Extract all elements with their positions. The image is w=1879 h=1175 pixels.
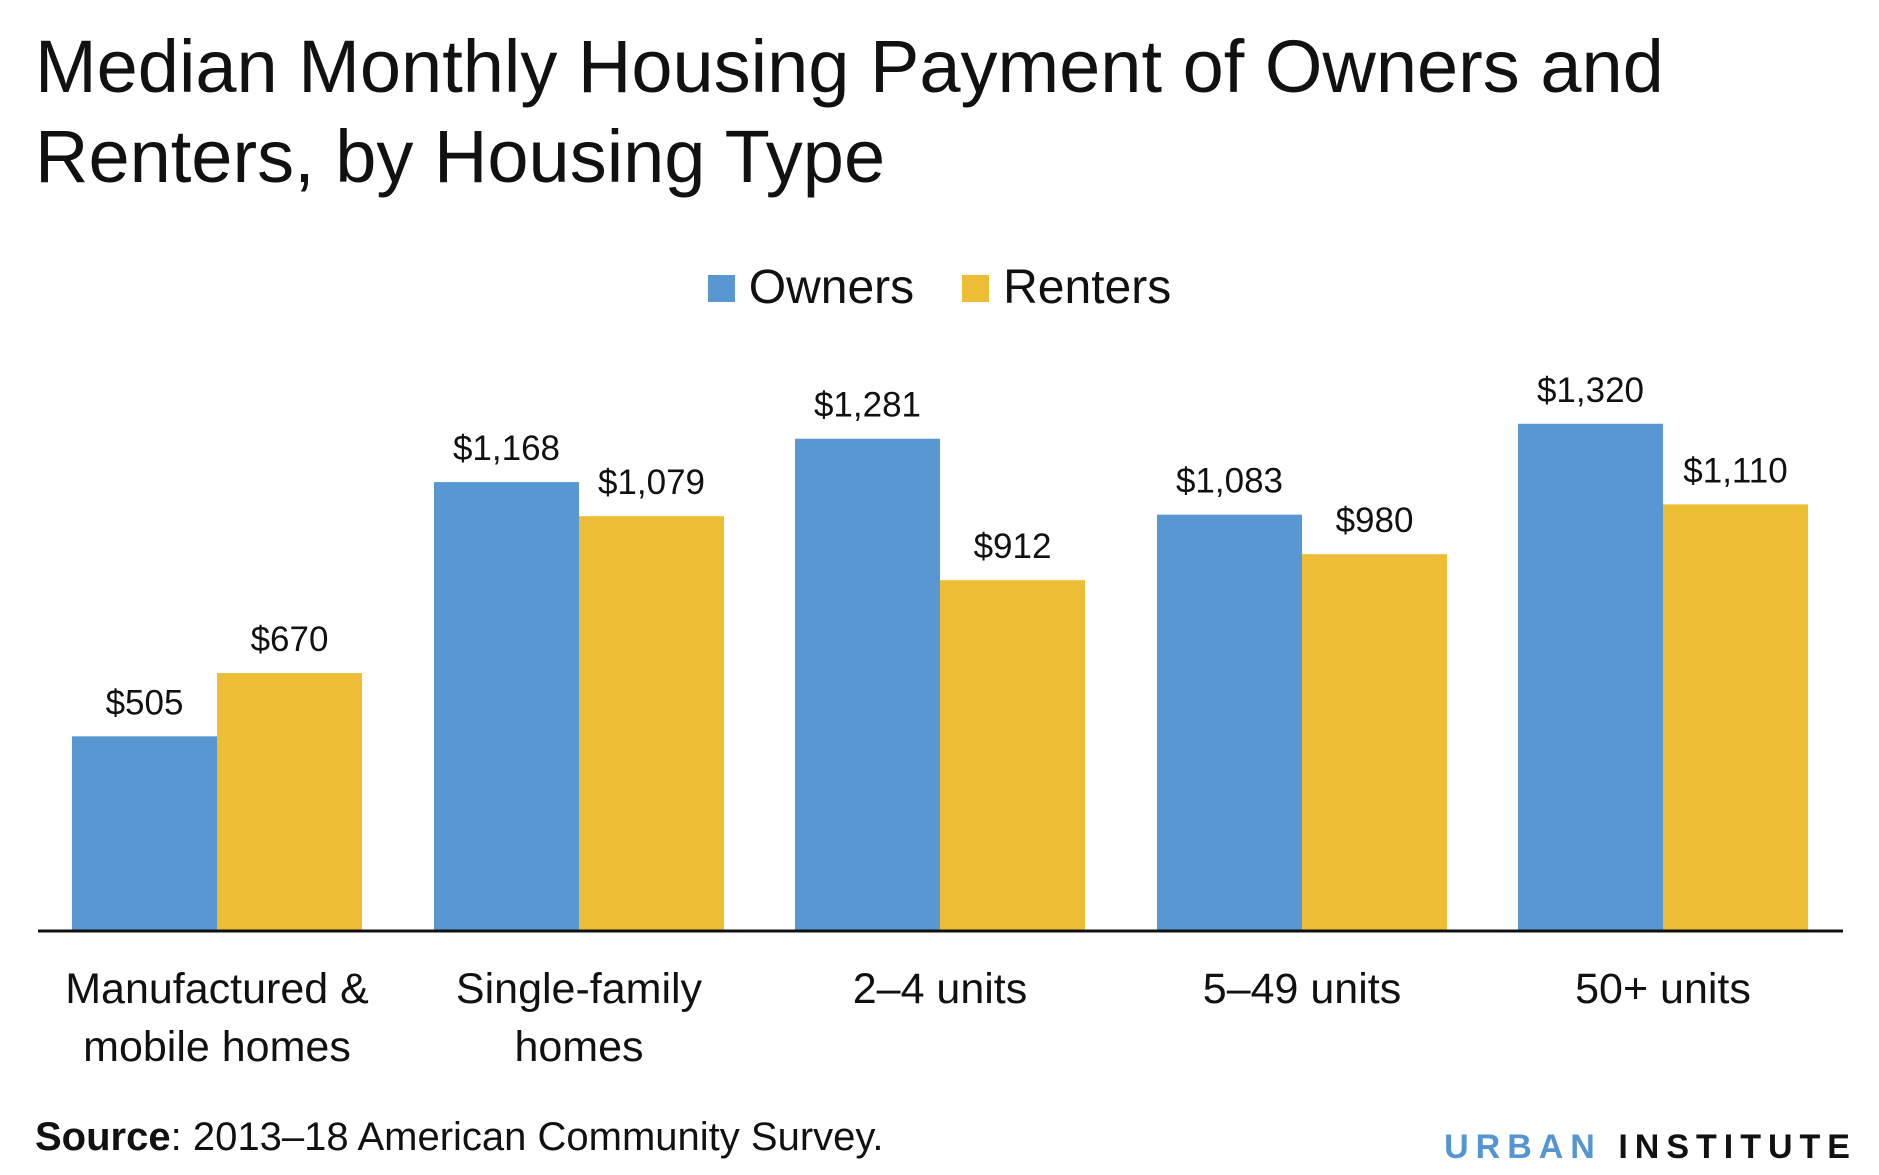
source-label: Source [35,1115,171,1159]
x-tick-label-4-0: 50+ units [1575,965,1751,1013]
bar-owners-4 [1518,423,1663,930]
bar-renters-0 [217,673,362,930]
brand-word-urban: URBAN [1444,1128,1602,1166]
legend-label-owners: Owners [748,261,915,314]
bar-renters-4 [1663,504,1808,930]
legend-label-renters: Renters [1003,261,1172,314]
data-label-owners-1: $1,168 [453,429,560,468]
bar-renters-2 [940,580,1085,930]
bar-renters-3 [1302,554,1447,930]
data-label-renters-3: $980 [1336,501,1414,540]
urban-institute-logo: URBAN INSTITUTE [1444,1125,1857,1169]
legend-item-renters: Renters [962,258,1171,318]
data-label-renters-4: $1,110 [1683,451,1787,490]
data-label-renters-2: $912 [974,527,1052,566]
bar-owners-0 [72,736,217,930]
x-tick-label-1-0: Single-family [456,965,703,1013]
legend-swatch-renters [962,274,990,302]
x-tick-label-1-1: homes [514,1023,643,1071]
x-tick-label-3-0: 5–49 units [1203,965,1401,1013]
x-tick-label-0-0: Manufactured & [65,965,369,1013]
data-label-owners-3: $1,083 [1176,462,1283,501]
legend-item-owners: Owners [707,258,915,318]
chart-legend: Owners Renters [0,258,1879,318]
data-label-owners-4: $1,320 [1537,371,1644,410]
source-text: : 2013–18 American Community Survey. [170,1115,884,1159]
brand-word-institute: INSTITUTE [1618,1128,1857,1166]
x-tick-label-0-1: mobile homes [83,1023,351,1071]
bar-owners-3 [1157,514,1302,930]
data-label-renters-0: $670 [251,620,329,659]
chart-title: Median Monthly Housing Payment of Owners… [35,25,1664,198]
legend-swatch-owners [707,274,735,302]
data-label-owners-2: $1,281 [814,386,921,425]
data-label-owners-0: $505 [106,683,184,722]
data-label-renters-1: $1,079 [598,463,705,502]
source-note: Source: 2013–18 American Community Surve… [35,1112,884,1162]
bar-owners-2 [795,438,940,930]
bar-owners-1 [434,482,579,930]
bar-renters-1 [579,516,724,930]
x-tick-label-2-0: 2–4 units [853,965,1028,1013]
